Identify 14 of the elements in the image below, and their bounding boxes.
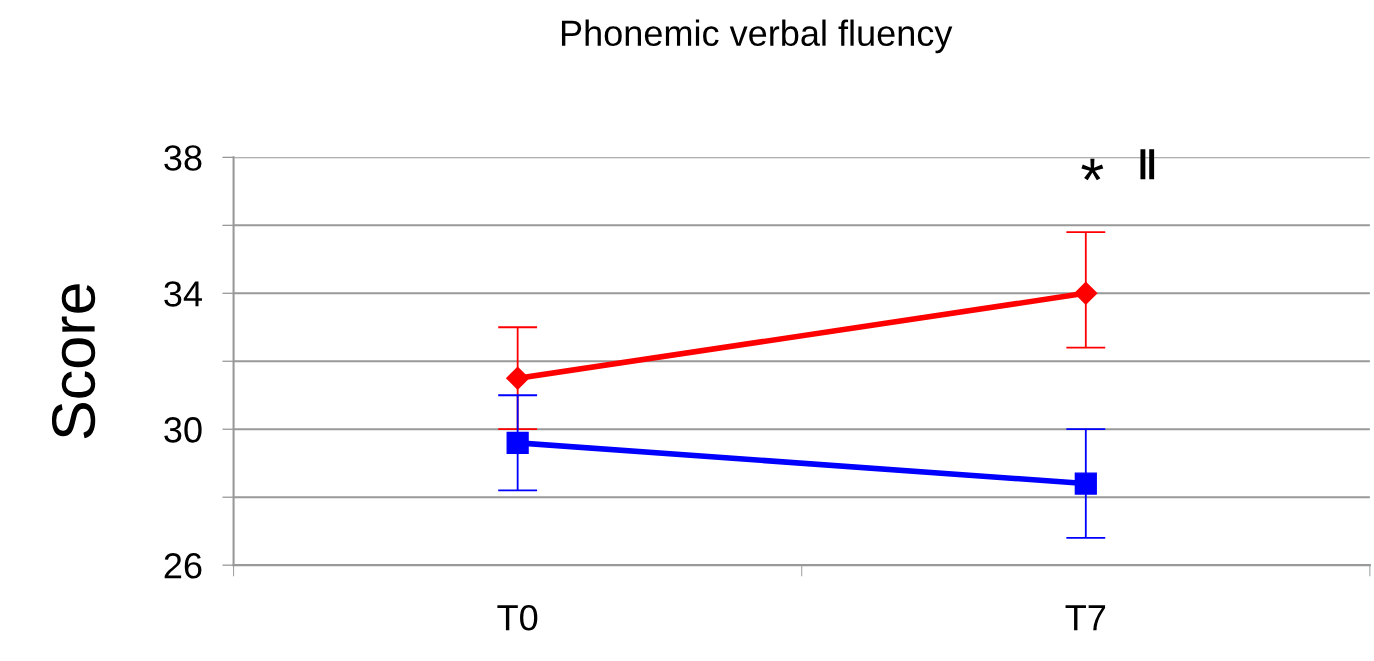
x-tick-label: T0: [497, 605, 538, 631]
chart-title: Phonemic verbal fluency: [561, 19, 953, 54]
y-tick-label: 26: [164, 553, 202, 579]
y-axis-title: Score: [51, 284, 96, 439]
y-tick-label: 30: [164, 417, 202, 443]
point: [506, 366, 530, 390]
x-tick-label: T7: [1065, 605, 1106, 631]
point: [1074, 281, 1098, 305]
annotation: ‖: [1140, 149, 1155, 180]
y-tick-label: 34: [164, 281, 202, 307]
point: [506, 431, 529, 454]
point: [1074, 472, 1097, 495]
annotation: *: [1081, 158, 1104, 181]
y-tick-label: 38: [164, 145, 202, 171]
